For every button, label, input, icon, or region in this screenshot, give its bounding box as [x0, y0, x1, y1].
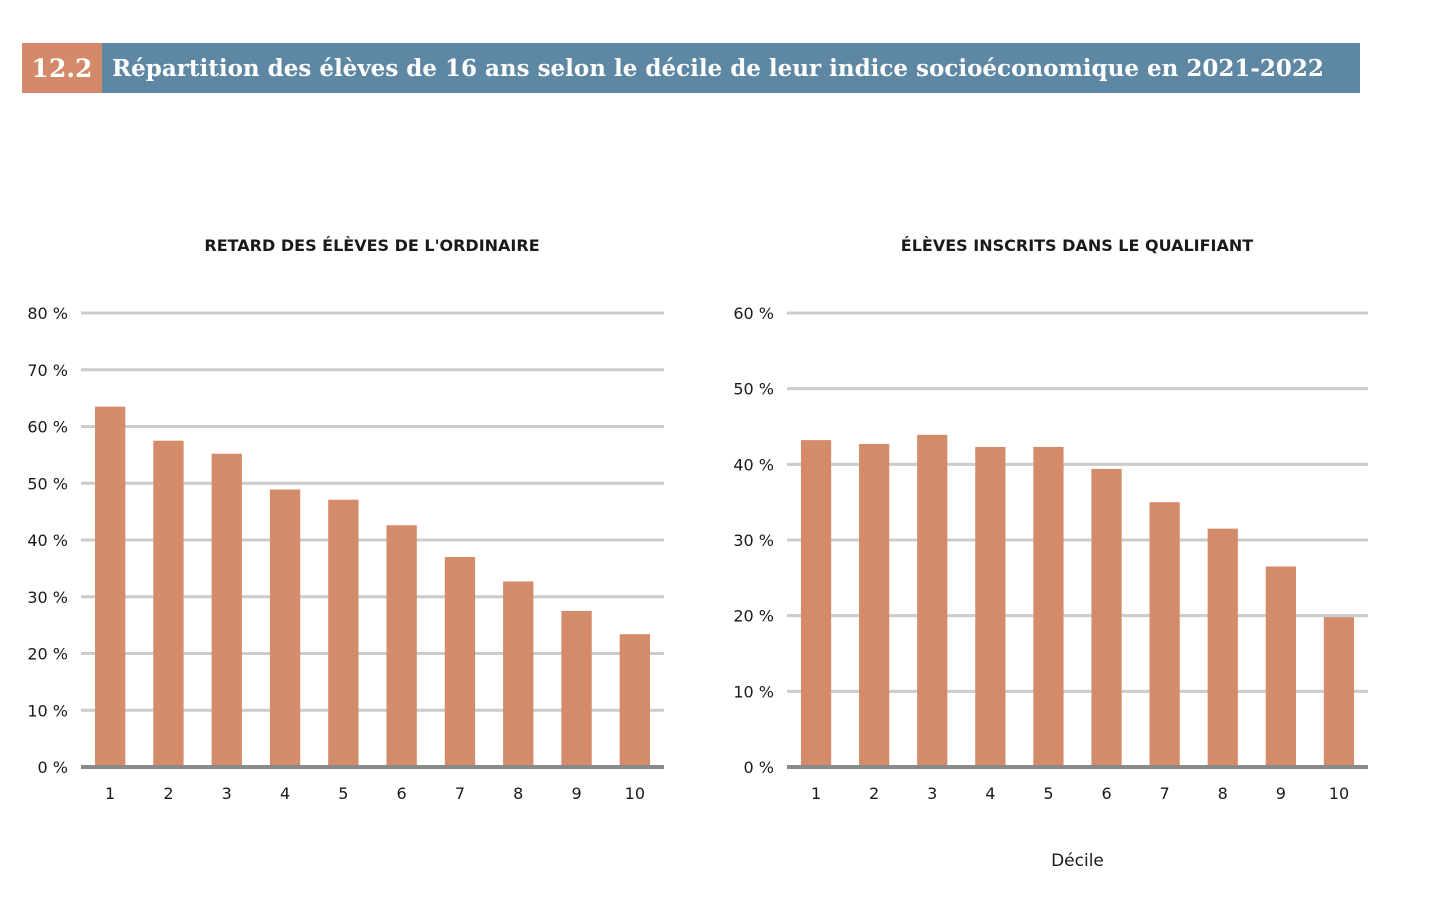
chart-2-bar-7	[1149, 502, 1180, 767]
chart-1-x-tick-label: 7	[455, 784, 465, 803]
chart-2-x-tick-label: 5	[1043, 784, 1053, 803]
chart-2-x-tick-label: 6	[1101, 784, 1111, 803]
chart-2-x-axis-label: Décile	[1051, 851, 1104, 871]
chart-2-x-tick-label: 4	[985, 784, 995, 803]
chart-2-bar-6	[1091, 468, 1122, 767]
chart-2-y-tick-label: 20 %	[733, 607, 774, 626]
chart-2-bar-3	[917, 434, 948, 767]
chart-2-bar-5	[1033, 446, 1064, 767]
chart-1-y-tick-label: 80 %	[27, 304, 68, 323]
chart-1-x-tick-label: 6	[397, 784, 407, 803]
chart-1-y-tick-label: 70 %	[27, 361, 68, 380]
chart-2-bar-2	[859, 443, 890, 767]
chart-1-x-tick-label: 3	[222, 784, 232, 803]
chart-1-x-tick-label: 10	[625, 784, 645, 803]
chart-1-bar-2	[153, 440, 184, 767]
chart-1-x-tick-label: 4	[280, 784, 290, 803]
chart-2-x-tick-label: 10	[1329, 784, 1349, 803]
chart-1-y-tick-label: 20 %	[27, 645, 68, 664]
chart-1-bar-4	[269, 489, 301, 767]
chart-2-y-tick-label: 40 %	[733, 455, 774, 474]
chart-1-y-tick-label: 40 %	[27, 531, 68, 550]
chart-1-x-tick-label: 8	[513, 784, 523, 803]
chart-2-bar-1	[800, 440, 832, 767]
chart-2-x-tick-label: 1	[811, 784, 821, 803]
chart-1-bar-7	[444, 557, 476, 767]
chart-1-y-tick-label: 30 %	[27, 588, 68, 607]
chart-1-bar-6	[386, 525, 417, 767]
chart-2-x-tick-label: 3	[927, 784, 937, 803]
chart-1-x-tick-label: 9	[571, 784, 581, 803]
chart-2-y-tick-label: 50 %	[733, 380, 774, 399]
chart-2-x-tick-label: 8	[1218, 784, 1228, 803]
chart-2-y-tick-label: 0 %	[744, 758, 774, 777]
chart-2-y-tick-label: 30 %	[733, 531, 774, 550]
chart-2-bar-9	[1265, 566, 1296, 767]
chart-2-x-tick-label: 2	[869, 784, 879, 803]
figure-header: 12.2 Répartition des élèves de 16 ans se…	[22, 43, 1360, 93]
chart-1-y-tick-label: 60 %	[27, 418, 68, 437]
chart-1-x-tick-label: 2	[163, 784, 173, 803]
chart-1-title: RETARD DES ÉLÈVES DE L'ORDINAIRE	[204, 236, 539, 255]
chart-1-y-tick-label: 0 %	[38, 758, 68, 777]
chart-1-bar-3	[211, 453, 242, 767]
figure-title: Répartition des élèves de 16 ans selon l…	[102, 43, 1360, 93]
chart-1-bar-8	[503, 581, 534, 767]
chart-2-y-tick-label: 60 %	[733, 304, 774, 323]
chart-1-y-tick-label: 50 %	[27, 474, 68, 493]
figure-number: 12.2	[22, 43, 102, 93]
chart-2-bar-10	[1323, 617, 1355, 767]
chart-1-bar-5	[328, 499, 359, 767]
chart-1-bar-1	[94, 406, 126, 767]
chart-1-x-tick-label: 1	[105, 784, 115, 803]
chart-2-y-tick-label: 10 %	[733, 682, 774, 701]
chart-1-bar-9	[561, 610, 592, 767]
chart-2-x-tick-label: 7	[1160, 784, 1170, 803]
chart-1-bar-10	[619, 634, 651, 767]
chart-2-title: ÉLÈVES INSCRITS DANS LE QUALIFIANT	[901, 236, 1253, 255]
chart-2-bar-8	[1207, 528, 1238, 767]
chart-2-x-tick-label: 9	[1276, 784, 1286, 803]
chart-2-bar-4	[975, 446, 1006, 767]
chart-1-x-tick-label: 5	[338, 784, 348, 803]
chart-1-y-tick-label: 10 %	[27, 701, 68, 720]
